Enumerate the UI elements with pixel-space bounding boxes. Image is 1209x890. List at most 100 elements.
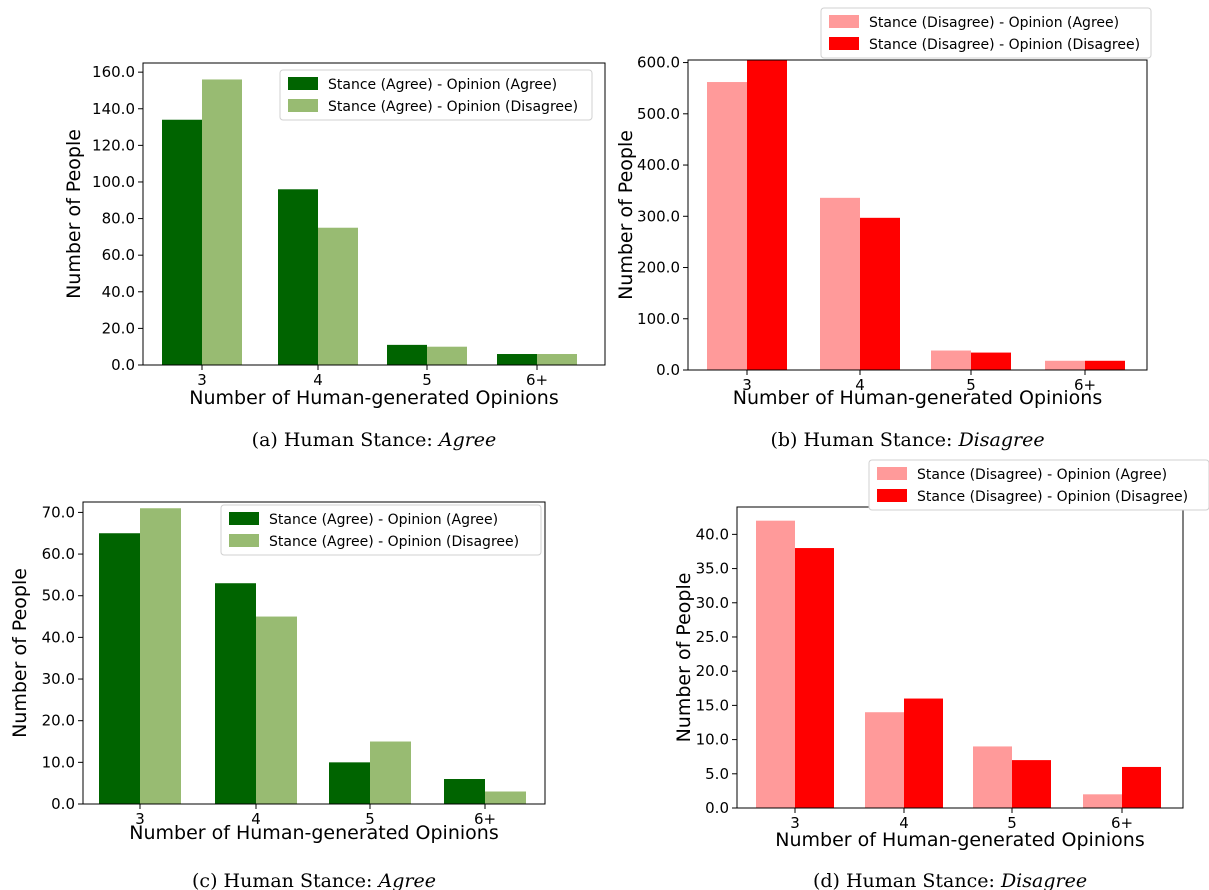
legend-label-b-s1: Stance (Disagree) - Opinion (Agree): [869, 15, 1119, 31]
bar-d-s1-6+: [1083, 794, 1122, 808]
legend-d: Stance (Disagree) - Opinion (Agree) Stanc…: [868, 459, 1209, 511]
bar-a-s2-4: [318, 227, 358, 365]
y-tick-label-a: 0.0: [111, 356, 135, 374]
y-tick-label-a: 80.0: [102, 210, 135, 228]
y-tick-label-c: 0.0: [51, 795, 75, 813]
legend-label-b-s2: Stance (Disagree) - Opinion (Disagree): [869, 37, 1140, 53]
x-tick-label-c: 5: [365, 810, 375, 828]
chart-a: 0.0 20.0 40.0 60.0 80.0 100.0 120.0 140.0 160.0 3…: [63, 62, 606, 451]
legend-a: Stance (Agree) - Opinion (Agree) Stance (…: [279, 69, 593, 121]
bar-d-s1-5: [973, 746, 1012, 808]
x-tick-label-c: 6+: [474, 810, 496, 828]
legend-label-c-s2: Stance (Agree) - Opinion (Disagree): [269, 534, 519, 550]
bar-c-s2-4: [256, 616, 297, 804]
bar-b-s2-3: [747, 60, 787, 370]
y-tick-label-d: 35.0: [696, 560, 729, 578]
y-axis-label-c: Number of People: [9, 568, 31, 738]
y-tick-label-d: 0.0: [705, 799, 729, 817]
bar-a-s1-4: [278, 189, 318, 365]
bar-d-s2-4: [904, 698, 943, 808]
y-tick-label-b: 400.0: [637, 156, 680, 174]
y-tick-label-c: 20.0: [42, 712, 75, 730]
legend-label-a-s2: Stance (Agree) - Opinion (Disagree): [328, 99, 578, 115]
y-tick-label-d: 40.0: [696, 525, 729, 543]
bar-a-s1-3: [162, 119, 202, 365]
x-tick-label-b: 5: [966, 376, 976, 394]
bar-b-s1-6+: [1045, 360, 1085, 370]
bar-d-s1-3: [756, 520, 795, 808]
plot-frame-a: [142, 62, 606, 366]
y-tick-label-a: 40.0: [102, 283, 135, 301]
x-tick-label-d: 4: [899, 814, 909, 832]
x-axis-label-d: Number of Human-generated Opinions: [775, 829, 1144, 851]
bar-c-s1-5: [329, 762, 370, 804]
bar-b-s2-5: [971, 352, 1011, 370]
y-axis-label-a: Number of People: [63, 129, 85, 299]
bar-d-s1-4: [865, 712, 904, 808]
legend-label-d-s1: Stance (Disagree) - Opinion (Agree): [917, 467, 1167, 483]
plot-frame-c: [82, 501, 546, 805]
bar-b-s1-3: [707, 82, 747, 371]
y-tick-label-c: 70.0: [42, 503, 75, 521]
y-tick-label-b: 100.0: [637, 310, 680, 328]
x-tick-label-d: 3: [790, 814, 800, 832]
legend-label-c-s1: Stance (Agree) - Opinion (Agree): [269, 512, 498, 528]
plot-frame-b: [687, 59, 1148, 371]
x-axis-label-c: Number of Human-generated Opinions: [129, 822, 498, 844]
bar-a-s1-5: [387, 344, 427, 365]
bar-a-s2-3: [202, 79, 242, 366]
x-tick-label-a: 6+: [526, 371, 548, 389]
y-tick-label-a: 140.0: [92, 100, 135, 118]
bar-a-s2-5: [427, 346, 467, 365]
legend-box-b: [820, 7, 1152, 59]
x-axis-label-b: Number of Human-generated Opinions: [733, 387, 1102, 409]
y-tick-label-a: 120.0: [92, 136, 135, 154]
y-tick-label-c: 30.0: [42, 670, 75, 688]
bar-d-s2-5: [1012, 760, 1051, 808]
x-tick-label-d: 5: [1007, 814, 1017, 832]
y-tick-label-d: 15.0: [696, 696, 729, 714]
caption-b: (b) Human Stance: Disagree: [770, 429, 1044, 451]
legend-c: Stance (Agree) - Opinion (Agree) Stance (…: [220, 504, 542, 556]
legend-box-c: [220, 504, 542, 556]
legend-swatch-b-s2: [829, 37, 859, 50]
bar-b-s2-4: [860, 217, 900, 370]
caption-c: (c) Human Stance: Agree: [192, 870, 436, 890]
chart-d: 0.05.010.015.020.025.030.035.040.03 4 5 6+N…: [673, 459, 1209, 890]
y-tick-label-d: 10.0: [696, 731, 729, 749]
y-tick-label-b: 600.0: [637, 54, 680, 72]
y-tick-label-a: 160.0: [92, 63, 135, 81]
bar-d-s2-3: [795, 548, 834, 808]
legend-swatch-d-s2: [877, 489, 907, 502]
y-tick-label-b: 200.0: [637, 259, 680, 277]
y-tick-label-d: 30.0: [696, 594, 729, 612]
legend-label-a-s1: Stance (Agree) - Opinion (Agree): [328, 77, 557, 93]
y-tick-label-b: 500.0: [637, 105, 680, 123]
bar-c-s1-6+: [444, 779, 485, 804]
bar-c-s2-3: [140, 508, 181, 804]
y-tick-label-a: 60.0: [102, 246, 135, 264]
y-axis-label-b: Number of People: [615, 130, 637, 300]
caption-a: (a) Human Stance: Agree: [252, 429, 497, 451]
bar-c-s1-4: [215, 583, 256, 804]
y-tick-label-a: 20.0: [102, 319, 135, 337]
caption-d: (d) Human Stance: Disagree: [813, 870, 1087, 890]
y-tick-label-b: 300.0: [637, 207, 680, 225]
x-tick-label-c: 3: [135, 810, 145, 828]
y-tick-label-c: 60.0: [42, 545, 75, 563]
x-tick-label-a: 3: [197, 371, 207, 389]
chart-c: 0.010.020.030.040.050.060.070.03 4 5 6+Numb…: [9, 501, 546, 890]
bar-c-s2-6+: [485, 791, 526, 804]
x-tick-label-a: 5: [422, 371, 432, 389]
y-tick-label-a: 100.0: [92, 173, 135, 191]
x-tick-label-c: 4: [251, 810, 261, 828]
bar-a-s1-6+: [497, 354, 537, 365]
x-tick-label-d: 6+: [1111, 814, 1133, 832]
legend-swatch-b-s1: [829, 15, 859, 28]
legend-label-d-s2: Stance (Disagree) - Opinion (Disagree): [917, 489, 1188, 505]
legend-swatch-a-s1: [288, 77, 318, 90]
y-tick-label-c: 40.0: [42, 628, 75, 646]
y-tick-label-b: 0.0: [656, 361, 680, 379]
